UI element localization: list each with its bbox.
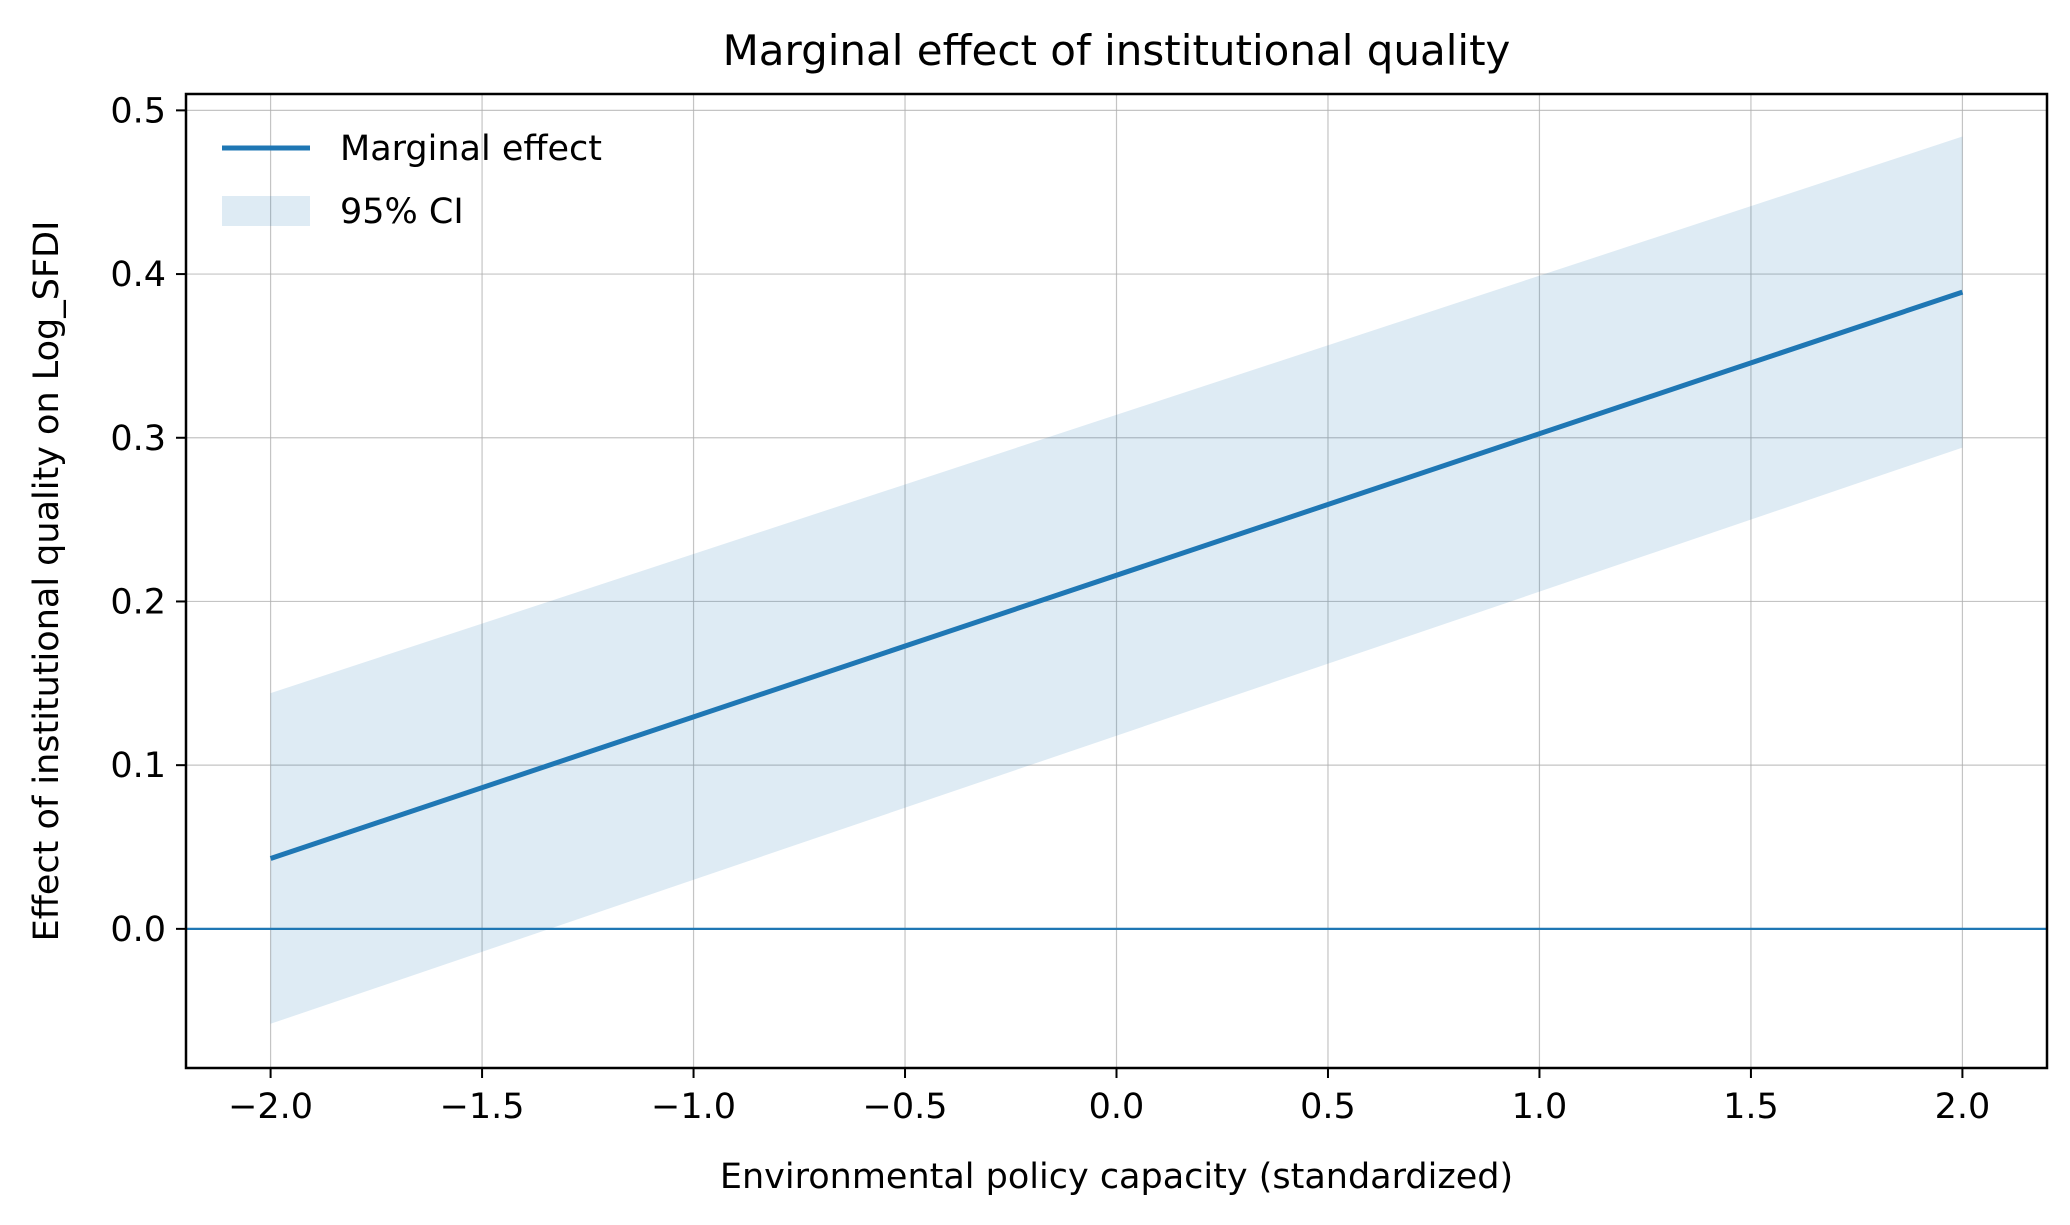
confidence-band-layer xyxy=(270,136,1963,1024)
y-axis-title: Effect of institutional quality on Log_S… xyxy=(27,221,67,942)
x-tick-label: 0.5 xyxy=(1300,1087,1356,1127)
x-axis-ticks: −2.0 −1.5 −1.0 −0.5 0.0 0.5 1.0 1.5 2.0 xyxy=(228,1068,1990,1127)
confidence-band xyxy=(270,136,1963,1024)
marginal-effect-line-layer xyxy=(269,289,1964,861)
y-tick-label: 0.1 xyxy=(110,746,166,786)
legend-label-marginal-effect: Marginal effect xyxy=(340,129,602,169)
y-tick-label: 0.5 xyxy=(110,91,166,131)
y-tick-label: 0.0 xyxy=(110,910,166,950)
legend-label-confidence-interval: 95% CI xyxy=(340,192,464,232)
marginal-effect-line xyxy=(269,289,1964,861)
x-tick-label: −1.0 xyxy=(651,1087,736,1127)
legend-swatch-confidence-interval xyxy=(222,196,310,226)
y-tick-label: 0.3 xyxy=(110,419,166,459)
x-axis-title: Environmental policy capacity (standardi… xyxy=(720,1157,1513,1197)
y-axis-ticks: 0.0 0.1 0.2 0.3 0.4 0.5 xyxy=(110,91,186,950)
x-tick-label: 1.5 xyxy=(1723,1087,1779,1127)
x-tick-label: −0.5 xyxy=(863,1087,948,1127)
y-tick-label: 0.4 xyxy=(110,255,166,295)
x-tick-label: −1.5 xyxy=(440,1087,525,1127)
x-tick-label: −2.0 xyxy=(228,1087,313,1127)
x-tick-label: 2.0 xyxy=(1935,1087,1991,1127)
x-tick-label: 1.0 xyxy=(1512,1087,1568,1127)
chart-title: Marginal effect of institutional quality xyxy=(723,26,1511,75)
y-tick-label: 0.2 xyxy=(110,582,166,622)
x-tick-label: 0.0 xyxy=(1089,1087,1145,1127)
legend: Marginal effect 95% CI xyxy=(222,129,602,232)
